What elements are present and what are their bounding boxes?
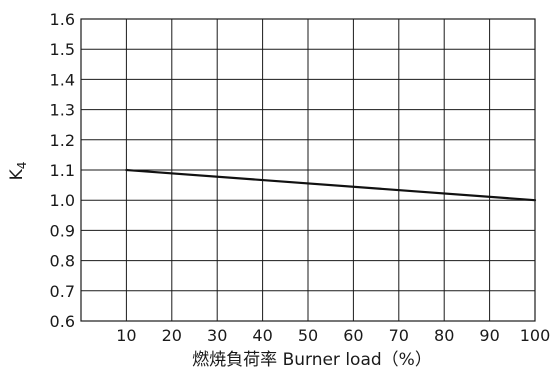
x-tick-label: 100 <box>520 326 551 345</box>
plot-frame <box>80 18 536 322</box>
y-tick-label: 1.2 <box>50 131 75 150</box>
y-tick-labels: 0.6 0.7 0.8 0.9 1.0 1.1 1.2 1.3 1.4 1.5 1.6 <box>50 10 75 331</box>
y-tick-label: 0.9 <box>50 221 75 240</box>
x-tick-label: 30 <box>207 326 227 345</box>
x-tick-label: 70 <box>389 326 409 345</box>
x-tick-label: 50 <box>298 326 318 345</box>
grid <box>81 19 535 321</box>
series-layer <box>125 168 537 202</box>
y-tick-label: 1.0 <box>50 191 75 210</box>
y-tick-label: 0.8 <box>50 252 75 271</box>
x-tick-label: 60 <box>343 326 363 345</box>
y-tick-label: 1.4 <box>50 70 75 89</box>
x-tick-label: 20 <box>162 326 182 345</box>
x-axis-label: 燃焼負荷率 Burner load（%） <box>192 350 432 370</box>
y-axis-label: K4 <box>7 162 29 181</box>
y-tick-label: 0.6 <box>50 312 75 331</box>
series-line-0 <box>125 168 537 202</box>
x-tick-label: 40 <box>252 326 272 345</box>
y-tick-label: 1.3 <box>50 101 75 120</box>
y-tick-label: 1.5 <box>50 40 75 59</box>
x-tick-label: 10 <box>116 326 136 345</box>
x-tick-label: 90 <box>479 326 499 345</box>
y-tick-label: 0.7 <box>50 282 75 301</box>
x-tick-label: 80 <box>434 326 454 345</box>
y-tick-label: 1.6 <box>50 10 75 29</box>
y-tick-label: 1.1 <box>50 161 75 180</box>
x-tick-labels: 10 20 30 40 50 60 70 80 90 100 <box>116 326 550 345</box>
